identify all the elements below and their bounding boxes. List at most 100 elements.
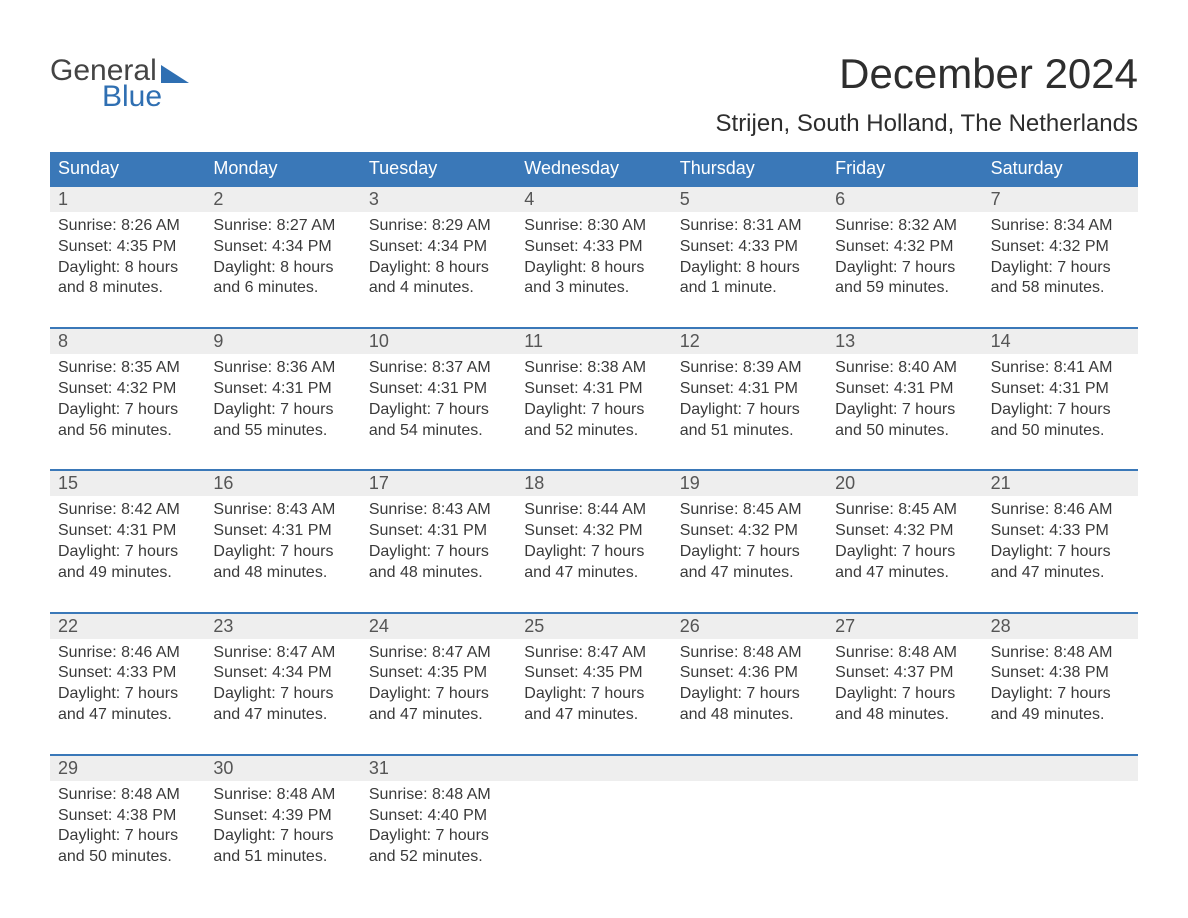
day-line-day2: and 54 minutes.: [369, 421, 508, 442]
day-line-sunrise: Sunrise: 8:34 AM: [991, 216, 1130, 237]
day-line-sunset: Sunset: 4:32 PM: [835, 521, 974, 542]
day-content: Sunrise: 8:34 AMSunset: 4:32 PMDaylight:…: [991, 216, 1130, 299]
day-cell: 26Sunrise: 8:48 AMSunset: 4:36 PMDayligh…: [672, 614, 827, 730]
day-line-day1: Daylight: 8 hours: [213, 258, 352, 279]
day-number: 28: [983, 614, 1138, 639]
day-line-sunset: Sunset: 4:33 PM: [680, 237, 819, 258]
day-cell: 22Sunrise: 8:46 AMSunset: 4:33 PMDayligh…: [50, 614, 205, 730]
week-row: 22Sunrise: 8:46 AMSunset: 4:33 PMDayligh…: [50, 612, 1138, 730]
day-line-day2: and 47 minutes.: [524, 705, 663, 726]
day-line-sunset: Sunset: 4:36 PM: [680, 663, 819, 684]
day-line-sunrise: Sunrise: 8:35 AM: [58, 358, 197, 379]
day-content: Sunrise: 8:44 AMSunset: 4:32 PMDaylight:…: [524, 500, 663, 583]
day-number: 13: [827, 329, 982, 354]
day-cell: 16Sunrise: 8:43 AMSunset: 4:31 PMDayligh…: [205, 471, 360, 587]
calendar: SundayMondayTuesdayWednesdayThursdayFrid…: [50, 152, 1138, 872]
day-line-sunset: Sunset: 4:31 PM: [991, 379, 1130, 400]
day-line-day1: Daylight: 8 hours: [58, 258, 197, 279]
day-line-day2: and 51 minutes.: [213, 847, 352, 868]
day-cell: 13Sunrise: 8:40 AMSunset: 4:31 PMDayligh…: [827, 329, 982, 445]
day-line-sunset: Sunset: 4:33 PM: [58, 663, 197, 684]
day-line-day2: and 58 minutes.: [991, 278, 1130, 299]
weekday-header: Thursday: [672, 152, 827, 185]
day-line-sunrise: Sunrise: 8:48 AM: [991, 643, 1130, 664]
day-cell: 4Sunrise: 8:30 AMSunset: 4:33 PMDaylight…: [516, 187, 671, 303]
day-line-day1: Daylight: 7 hours: [991, 542, 1130, 563]
day-line-day2: and 56 minutes.: [58, 421, 197, 442]
weekday-header: Friday: [827, 152, 982, 185]
day-content: Sunrise: 8:46 AMSunset: 4:33 PMDaylight:…: [991, 500, 1130, 583]
day-cell: 15Sunrise: 8:42 AMSunset: 4:31 PMDayligh…: [50, 471, 205, 587]
day-cell: 14Sunrise: 8:41 AMSunset: 4:31 PMDayligh…: [983, 329, 1138, 445]
day-content: Sunrise: 8:39 AMSunset: 4:31 PMDaylight:…: [680, 358, 819, 441]
week-row: 1Sunrise: 8:26 AMSunset: 4:35 PMDaylight…: [50, 185, 1138, 303]
day-content: Sunrise: 8:48 AMSunset: 4:38 PMDaylight:…: [58, 785, 197, 868]
day-line-sunrise: Sunrise: 8:48 AM: [835, 643, 974, 664]
day-line-sunrise: Sunrise: 8:46 AM: [991, 500, 1130, 521]
day-content: Sunrise: 8:47 AMSunset: 4:34 PMDaylight:…: [213, 643, 352, 726]
day-number: 18: [516, 471, 671, 496]
day-line-sunrise: Sunrise: 8:40 AM: [835, 358, 974, 379]
day-line-day1: Daylight: 7 hours: [680, 542, 819, 563]
day-line-sunset: Sunset: 4:32 PM: [524, 521, 663, 542]
day-cell: 24Sunrise: 8:47 AMSunset: 4:35 PMDayligh…: [361, 614, 516, 730]
day-cell: 5Sunrise: 8:31 AMSunset: 4:33 PMDaylight…: [672, 187, 827, 303]
day-number: 16: [205, 471, 360, 496]
day-number-empty: [672, 756, 827, 781]
day-line-day2: and 50 minutes.: [58, 847, 197, 868]
day-line-sunrise: Sunrise: 8:29 AM: [369, 216, 508, 237]
day-line-sunrise: Sunrise: 8:26 AM: [58, 216, 197, 237]
day-cell: 7Sunrise: 8:34 AMSunset: 4:32 PMDaylight…: [983, 187, 1138, 303]
day-cell: 8Sunrise: 8:35 AMSunset: 4:32 PMDaylight…: [50, 329, 205, 445]
day-line-day2: and 48 minutes.: [680, 705, 819, 726]
weekday-header: Saturday: [983, 152, 1138, 185]
day-line-day2: and 48 minutes.: [835, 705, 974, 726]
day-line-sunset: Sunset: 4:32 PM: [680, 521, 819, 542]
day-cell: [983, 756, 1138, 872]
day-line-sunset: Sunset: 4:34 PM: [213, 237, 352, 258]
day-cell: 23Sunrise: 8:47 AMSunset: 4:34 PMDayligh…: [205, 614, 360, 730]
day-line-sunset: Sunset: 4:39 PM: [213, 806, 352, 827]
header: General Blue December 2024 Strijen, Sout…: [50, 50, 1138, 138]
day-content: Sunrise: 8:29 AMSunset: 4:34 PMDaylight:…: [369, 216, 508, 299]
day-line-day1: Daylight: 8 hours: [369, 258, 508, 279]
day-number: 10: [361, 329, 516, 354]
day-line-sunset: Sunset: 4:40 PM: [369, 806, 508, 827]
day-line-day1: Daylight: 7 hours: [524, 400, 663, 421]
day-line-sunset: Sunset: 4:34 PM: [213, 663, 352, 684]
day-content: Sunrise: 8:43 AMSunset: 4:31 PMDaylight:…: [369, 500, 508, 583]
day-line-sunset: Sunset: 4:31 PM: [835, 379, 974, 400]
day-number: 26: [672, 614, 827, 639]
day-line-day2: and 8 minutes.: [58, 278, 197, 299]
weekday-header: Sunday: [50, 152, 205, 185]
day-cell: 25Sunrise: 8:47 AMSunset: 4:35 PMDayligh…: [516, 614, 671, 730]
day-number: 17: [361, 471, 516, 496]
day-line-sunrise: Sunrise: 8:32 AM: [835, 216, 974, 237]
day-line-day2: and 47 minutes.: [680, 563, 819, 584]
day-number: 20: [827, 471, 982, 496]
day-cell: 10Sunrise: 8:37 AMSunset: 4:31 PMDayligh…: [361, 329, 516, 445]
day-line-day2: and 55 minutes.: [213, 421, 352, 442]
day-content: Sunrise: 8:32 AMSunset: 4:32 PMDaylight:…: [835, 216, 974, 299]
day-line-day1: Daylight: 7 hours: [58, 826, 197, 847]
day-line-day2: and 48 minutes.: [369, 563, 508, 584]
weekday-header: Monday: [205, 152, 360, 185]
day-line-sunset: Sunset: 4:31 PM: [58, 521, 197, 542]
day-number-empty: [983, 756, 1138, 781]
day-line-sunset: Sunset: 4:38 PM: [991, 663, 1130, 684]
day-content: Sunrise: 8:48 AMSunset: 4:40 PMDaylight:…: [369, 785, 508, 868]
day-line-sunset: Sunset: 4:35 PM: [369, 663, 508, 684]
day-line-sunrise: Sunrise: 8:47 AM: [213, 643, 352, 664]
day-line-day2: and 4 minutes.: [369, 278, 508, 299]
day-content: Sunrise: 8:27 AMSunset: 4:34 PMDaylight:…: [213, 216, 352, 299]
day-line-sunrise: Sunrise: 8:39 AM: [680, 358, 819, 379]
day-content: Sunrise: 8:45 AMSunset: 4:32 PMDaylight:…: [835, 500, 974, 583]
day-number: 25: [516, 614, 671, 639]
day-line-day1: Daylight: 7 hours: [213, 826, 352, 847]
day-number: 27: [827, 614, 982, 639]
day-content: Sunrise: 8:45 AMSunset: 4:32 PMDaylight:…: [680, 500, 819, 583]
day-line-day2: and 47 minutes.: [991, 563, 1130, 584]
day-line-day1: Daylight: 8 hours: [680, 258, 819, 279]
day-cell: 6Sunrise: 8:32 AMSunset: 4:32 PMDaylight…: [827, 187, 982, 303]
day-number: 2: [205, 187, 360, 212]
